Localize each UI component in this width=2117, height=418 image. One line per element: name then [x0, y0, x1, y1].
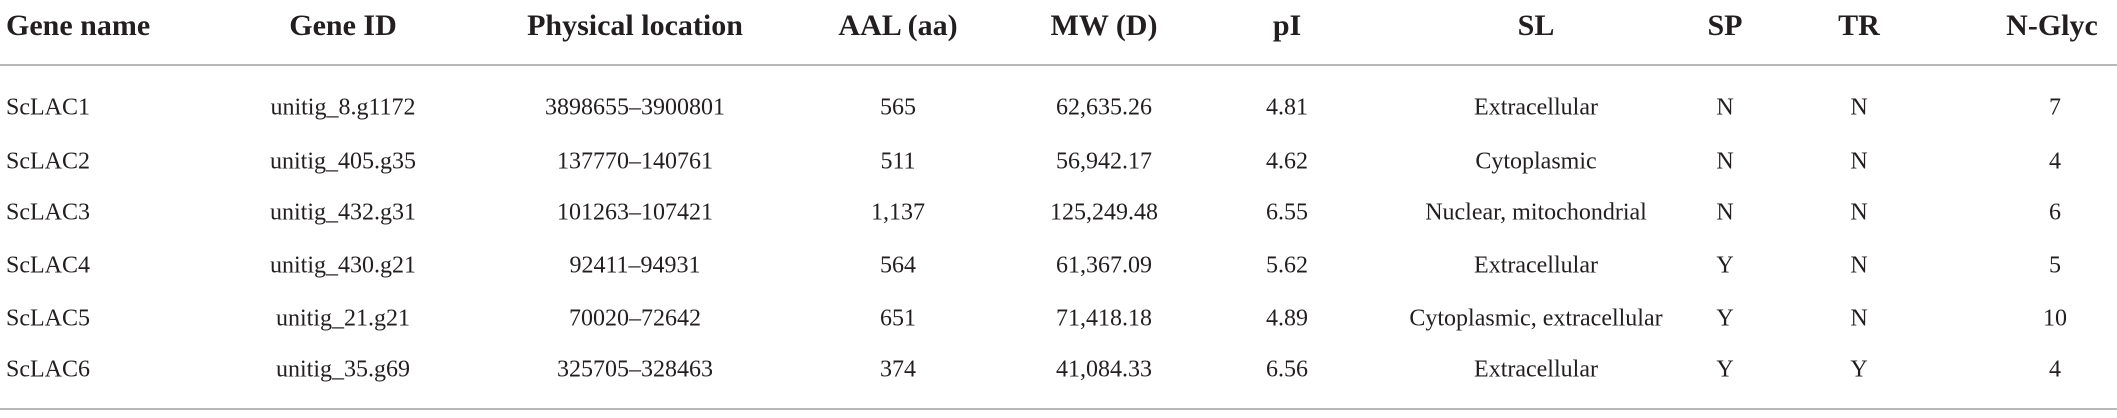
table-cell: 70020–72642	[569, 305, 701, 332]
table-cell: 7	[2049, 94, 2061, 121]
table-cell: 137770–140761	[557, 148, 713, 175]
table-cell: N	[1716, 94, 1734, 121]
column-header: SP	[1707, 9, 1743, 42]
table-cell: Y	[1716, 356, 1734, 383]
row-label: ScLAC2	[6, 148, 90, 175]
table-cell: unitig_35.g69	[275, 356, 411, 383]
column-header: N-Glyc	[2006, 9, 2098, 42]
table-cell: 325705–328463	[557, 356, 713, 383]
table-cell: Extracellular	[1474, 356, 1598, 383]
row-label: ScLAC3	[6, 199, 90, 226]
table-cell: Y	[1716, 305, 1734, 332]
table-cell: Y	[1850, 356, 1868, 383]
table-cell: N	[1850, 199, 1868, 226]
table-cell: N	[1850, 305, 1868, 332]
table-cell: 71,418.18	[1056, 305, 1152, 332]
header-rule	[0, 64, 2117, 66]
table-cell: 4	[2049, 148, 2061, 175]
table-cell: 56,942.17	[1056, 148, 1152, 175]
table-cell: 374	[880, 356, 916, 383]
table-cell: 62,635.26	[1056, 94, 1152, 121]
table-cell: 92411–94931	[569, 252, 701, 279]
table-cell: 101263–107421	[557, 199, 713, 226]
row-label: ScLAC5	[6, 305, 90, 332]
table-cell: N	[1716, 148, 1734, 175]
table-cell: 651	[880, 305, 916, 332]
table-cell: 4	[2049, 356, 2061, 383]
table-cell: 4.89	[1266, 305, 1308, 332]
table-cell: 564	[880, 252, 916, 279]
table-cell: N	[1850, 148, 1868, 175]
table-cell: N	[1850, 252, 1868, 279]
table-cell: Cytoplasmic	[1475, 148, 1597, 175]
table-cell: 6	[2049, 199, 2061, 226]
table-cell: 61,367.09	[1056, 252, 1152, 279]
table-cell: 3898655–3900801	[545, 94, 725, 121]
table-cell: 5	[2049, 252, 2061, 279]
column-header: Gene name	[6, 9, 151, 42]
table-cell: Extracellular	[1474, 252, 1598, 279]
table-cell: 1,137	[871, 199, 925, 226]
table-cell: unitig_430.g21	[269, 252, 417, 279]
table-cell: 511	[880, 148, 916, 175]
column-header: Gene ID	[289, 9, 397, 42]
table-cell: 10	[2043, 305, 2067, 332]
table-cell: 41,084.33	[1056, 356, 1152, 383]
table-cell: unitig_21.g21	[275, 305, 411, 332]
table-cell: 4.81	[1266, 94, 1308, 121]
column-header: Physical location	[527, 9, 743, 42]
table-cell: unitig_405.g35	[269, 148, 417, 175]
table-cell: Nuclear, mitochondrial	[1425, 199, 1647, 226]
table-cell: N	[1716, 199, 1734, 226]
row-label: ScLAC4	[6, 252, 90, 279]
table-cell: Cytoplasmic, extracellular	[1409, 305, 1663, 332]
column-header: MW (D)	[1050, 9, 1158, 42]
table-cell: 4.62	[1266, 148, 1308, 175]
column-header: pI	[1272, 9, 1302, 42]
table-cell: 125,249.48	[1050, 199, 1158, 226]
bottom-rule	[0, 408, 2117, 410]
table-cell: Extracellular	[1474, 94, 1598, 121]
column-header: TR	[1838, 9, 1880, 42]
table-cell: Y	[1716, 252, 1734, 279]
table-cell: N	[1850, 94, 1868, 121]
table-cell: 6.55	[1266, 199, 1308, 226]
table-cell: unitig_8.g1172	[270, 94, 416, 121]
row-label: ScLAC6	[6, 356, 90, 383]
column-header: SL	[1517, 9, 1555, 42]
row-label: ScLAC1	[6, 94, 90, 121]
table-cell: 5.62	[1266, 252, 1308, 279]
column-header: AAL (aa)	[838, 9, 958, 42]
table-cell: unitig_432.g31	[269, 199, 417, 226]
table-cell: 6.56	[1266, 356, 1308, 383]
table-cell: 565	[880, 94, 916, 121]
